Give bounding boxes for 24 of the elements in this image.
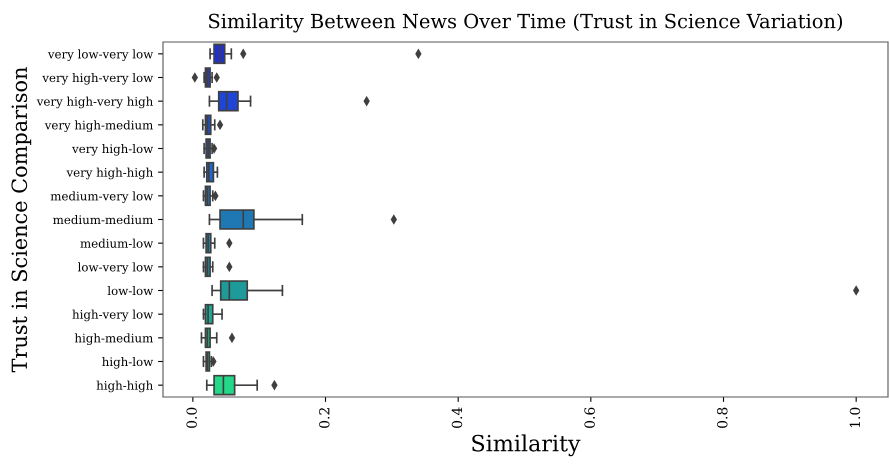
y-tick-label: very low-very low [48, 49, 154, 61]
y-tick-label: very high-very low [42, 73, 154, 85]
x-tick-label: 0.0 [186, 408, 197, 428]
x-tick-label: 0.6 [584, 408, 595, 428]
x-axis-title: Similarity [472, 434, 580, 456]
y-tick-label: very high-medium [44, 120, 153, 132]
y-tick-label: very high-low [72, 144, 154, 156]
y-tick-label: low-very low [78, 262, 154, 274]
y-tick-label: medium-medium [53, 215, 153, 224]
y-axis-title: Trust in Science Comparison [11, 67, 32, 372]
x-tick-label: 1.0 [850, 408, 860, 428]
y-tick-label: high-high [96, 380, 153, 392]
y-tick-label: high-low [102, 357, 154, 369]
x-tick-label: 0.4 [452, 407, 462, 428]
x-tick-label: 0.2 [319, 408, 330, 428]
chart-title: Similarity Between News Over Time (Trust in Science Variation) [209, 13, 842, 32]
y-tick-label: medium-very low [50, 191, 154, 203]
y-tick-label: high-medium [74, 333, 153, 345]
y-tick-label: low-low [108, 286, 154, 296]
y-tick-label: high-very low [72, 310, 154, 322]
y-tick-label: very high-high [66, 168, 153, 180]
y-tick-label: very high-very high [36, 96, 153, 108]
x-tick-label: 0.8 [717, 408, 728, 428]
y-tick-label: medium-low [80, 238, 154, 248]
